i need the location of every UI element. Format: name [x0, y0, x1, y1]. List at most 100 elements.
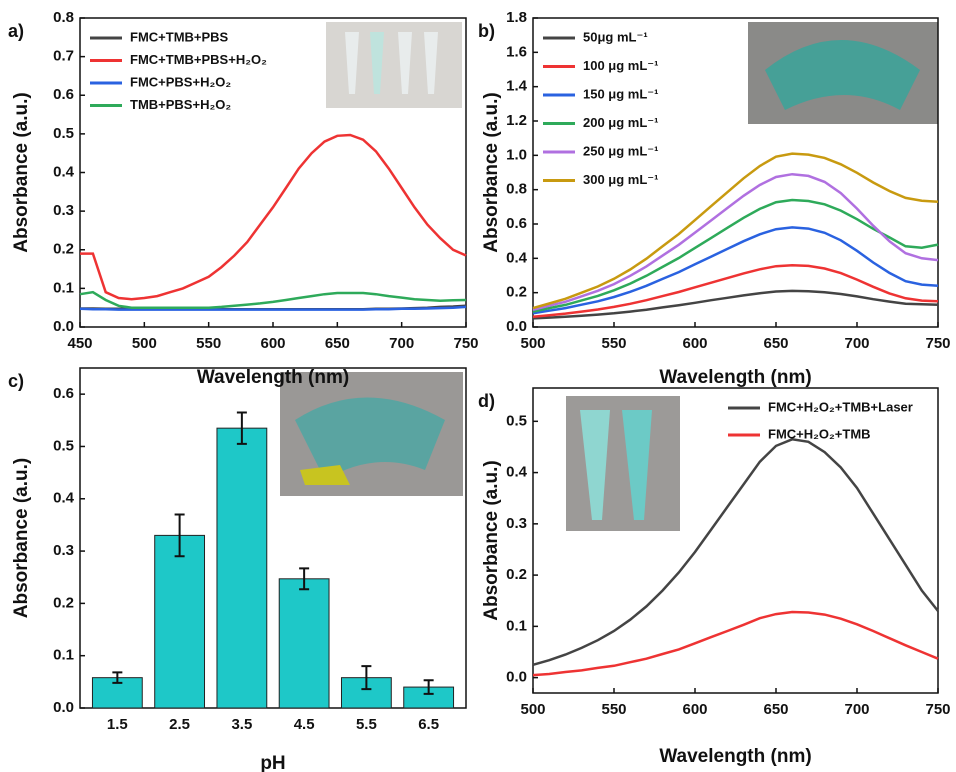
x-axis-title: Wavelength (nm) — [659, 746, 811, 767]
legend-label: 250 μg mL⁻¹ — [583, 143, 659, 158]
y-tick-label: 0.6 — [53, 385, 74, 402]
bar — [216, 427, 268, 709]
data-line — [79, 305, 467, 311]
y-tick-label: 0.6 — [506, 215, 527, 232]
x-tick-label: 3.5 — [231, 716, 252, 733]
y-tick-label: 0.2 — [506, 284, 527, 301]
y-tick-label: 0.8 — [506, 181, 527, 198]
plot-frame — [79, 367, 467, 709]
y-tick-label: 0.5 — [53, 125, 74, 142]
x-tick-label: 500 — [520, 701, 545, 718]
y-tick-label: 1.6 — [506, 43, 527, 60]
x-tick-label: 550 — [601, 701, 626, 718]
y-axis-title: Absorbance (a.u.) — [11, 458, 32, 618]
panel-label: c) — [8, 371, 24, 391]
y-tick-label: 1.0 — [506, 146, 527, 163]
x-tick-label: 500 — [132, 335, 157, 352]
legend-label: TMB+PBS+H₂O₂ — [130, 97, 231, 112]
y-tick-label: 1.4 — [506, 78, 528, 95]
inset-photo-d — [566, 396, 680, 531]
y-tick-label: 0.5 — [53, 437, 74, 454]
y-tick-label: 0.4 — [506, 249, 528, 266]
x-tick-label: 450 — [67, 335, 92, 352]
bar — [154, 534, 206, 709]
legend-label: 50μg mL⁻¹ — [583, 29, 648, 44]
y-tick-label: 0.0 — [53, 699, 74, 716]
legend-label: FMC+H₂O₂+TMB+Laser — [768, 399, 913, 414]
y-tick-label: 0.4 — [53, 163, 75, 180]
x-tick-label: 550 — [601, 335, 626, 352]
error-bar — [299, 567, 310, 591]
y-tick-label: 1.2 — [506, 112, 527, 129]
legend-label: 150 μg mL⁻¹ — [583, 86, 659, 101]
data-line — [532, 226, 939, 315]
data-line — [532, 198, 939, 313]
inset-photo-c — [280, 372, 463, 496]
y-axis-title: Absorbance (a.u.) — [481, 92, 502, 252]
error-bar — [423, 679, 434, 695]
legend-label: FMC+PBS+H₂O₂ — [130, 74, 231, 89]
plot-frame — [532, 17, 939, 328]
y-axis-title: Absorbance (a.u.) — [481, 460, 502, 620]
panel-label: d) — [478, 391, 495, 411]
data-line — [532, 172, 939, 312]
x-tick-label: 700 — [844, 701, 869, 718]
x-tick-label: 500 — [520, 335, 545, 352]
y-tick-label: 0.2 — [53, 594, 74, 611]
plot-frame — [532, 387, 939, 694]
error-bar — [112, 671, 123, 684]
y-axis-title: Absorbance (a.u.) — [11, 92, 32, 252]
x-axis-title: pH — [260, 753, 285, 772]
y-tick-label: 0.5 — [506, 412, 527, 429]
legend-label: 100 μg mL⁻¹ — [583, 58, 659, 73]
x-tick-label: 1.5 — [107, 716, 128, 733]
y-tick-label: 0.3 — [506, 515, 527, 532]
x-tick-label: 550 — [196, 335, 221, 352]
y-tick-label: 0.7 — [53, 48, 74, 65]
x-axis-title: Wavelength (nm) — [659, 367, 811, 388]
inset-photo-a — [326, 22, 462, 108]
x-tick-label: 600 — [260, 335, 285, 352]
error-bar — [174, 513, 185, 558]
data-line — [532, 289, 939, 320]
x-tick-label: 600 — [682, 701, 707, 718]
legend-label: FMC+H₂O₂+TMB — [768, 426, 871, 441]
y-tick-label: 0.0 — [53, 318, 74, 335]
y-tick-label: 0.2 — [506, 566, 527, 583]
y-tick-label: 0.2 — [53, 241, 74, 258]
y-tick-label: 0.6 — [53, 86, 74, 103]
y-tick-label: 0.1 — [53, 647, 74, 664]
legend-label: FMC+TMB+PBS+H₂O₂ — [130, 52, 267, 67]
x-tick-label: 750 — [453, 335, 478, 352]
data-line — [80, 133, 467, 301]
x-tick-label: 650 — [763, 335, 788, 352]
y-tick-label: 0.0 — [506, 669, 527, 686]
x-tick-label: 650 — [763, 701, 788, 718]
legend-label: 300 μg mL⁻¹ — [583, 172, 659, 187]
x-tick-label: 750 — [925, 335, 950, 352]
x-tick-label: 700 — [844, 335, 869, 352]
data-line — [532, 152, 939, 310]
panel-label: b) — [478, 21, 495, 41]
bar — [278, 578, 330, 709]
x-tick-label: 6.5 — [418, 716, 439, 733]
y-tick-label: 1.8 — [506, 9, 527, 26]
x-tick-label: 700 — [389, 335, 414, 352]
legend-label: 200 μg mL⁻¹ — [583, 115, 659, 130]
x-tick-label: 650 — [325, 335, 350, 352]
data-line — [532, 610, 939, 677]
y-tick-label: 0.8 — [53, 9, 74, 26]
x-axis-title: Wavelength (nm) — [197, 367, 349, 388]
y-tick-label: 0.3 — [53, 202, 74, 219]
x-tick-label: 750 — [925, 701, 950, 718]
x-tick-label: 5.5 — [356, 716, 377, 733]
y-tick-label: 0.0 — [506, 318, 527, 335]
x-tick-label: 2.5 — [169, 716, 190, 733]
y-tick-label: 0.4 — [53, 490, 75, 507]
error-bar — [361, 665, 372, 691]
y-tick-label: 0.4 — [506, 464, 528, 481]
data-line — [532, 263, 939, 318]
x-tick-label: 600 — [682, 335, 707, 352]
data-line — [532, 438, 939, 667]
